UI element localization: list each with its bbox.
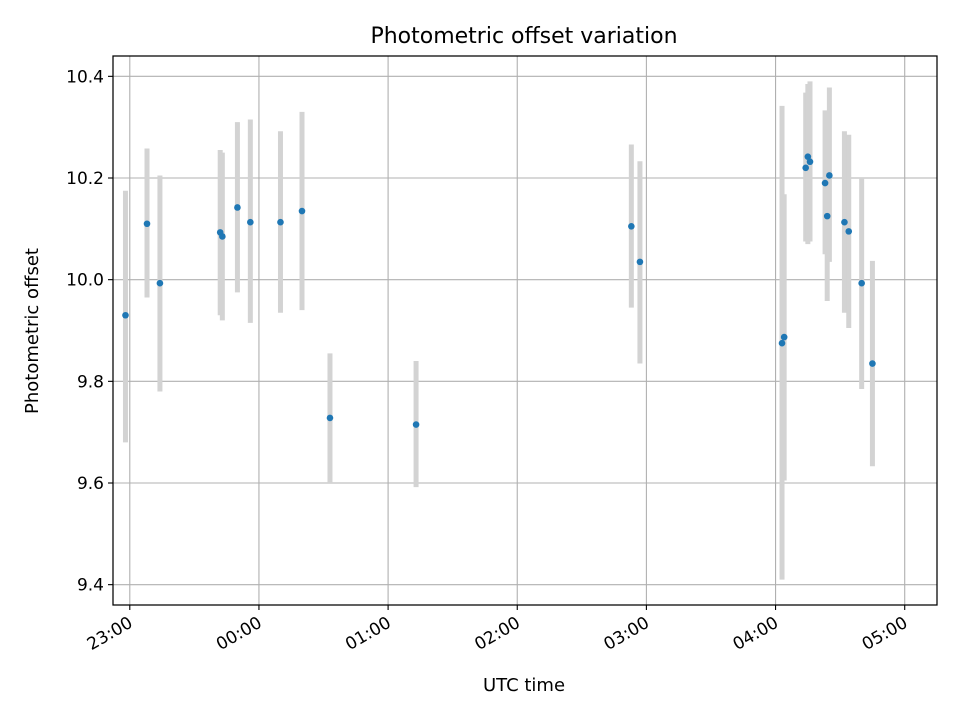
data-point	[826, 172, 833, 179]
data-point	[234, 204, 241, 211]
y-tick-label: 9.4	[77, 576, 104, 596]
data-point	[326, 414, 334, 422]
data-point	[247, 218, 254, 226]
y-tick-label: 10.4	[66, 67, 104, 87]
data-point	[277, 218, 284, 226]
data-point	[636, 258, 644, 266]
data-point	[869, 360, 876, 367]
data-point	[628, 222, 635, 230]
data-point	[802, 164, 809, 172]
x-axis-label: UTC time	[483, 675, 565, 696]
data-point	[845, 228, 853, 235]
data-point	[122, 311, 129, 319]
y-tick-label: 9.6	[77, 474, 104, 494]
data-point	[778, 339, 786, 347]
data-point	[298, 207, 306, 215]
axes-frame	[112, 55, 938, 606]
data-point	[804, 153, 812, 160]
data-point	[219, 233, 226, 240]
data-point	[841, 218, 848, 226]
data-point	[780, 333, 788, 341]
data-point	[823, 212, 831, 220]
y-tick-label: 9.8	[77, 372, 104, 392]
y-tick-label: 10.0	[66, 271, 104, 291]
y-axis-ticks: 9.4 9.6 9.8 10.0 10.2 10.4	[66, 67, 113, 596]
y-tick-label: 10.2	[66, 169, 104, 189]
data-point	[821, 179, 829, 187]
chart-title: Photometric offset variation	[370, 24, 677, 49]
data-point	[806, 158, 814, 166]
data-point	[412, 421, 420, 428]
data-point	[143, 220, 151, 228]
data-points	[122, 153, 876, 428]
y-axis-label: Photometric offset	[22, 248, 43, 414]
data-point	[156, 279, 164, 287]
data-point	[858, 279, 865, 287]
